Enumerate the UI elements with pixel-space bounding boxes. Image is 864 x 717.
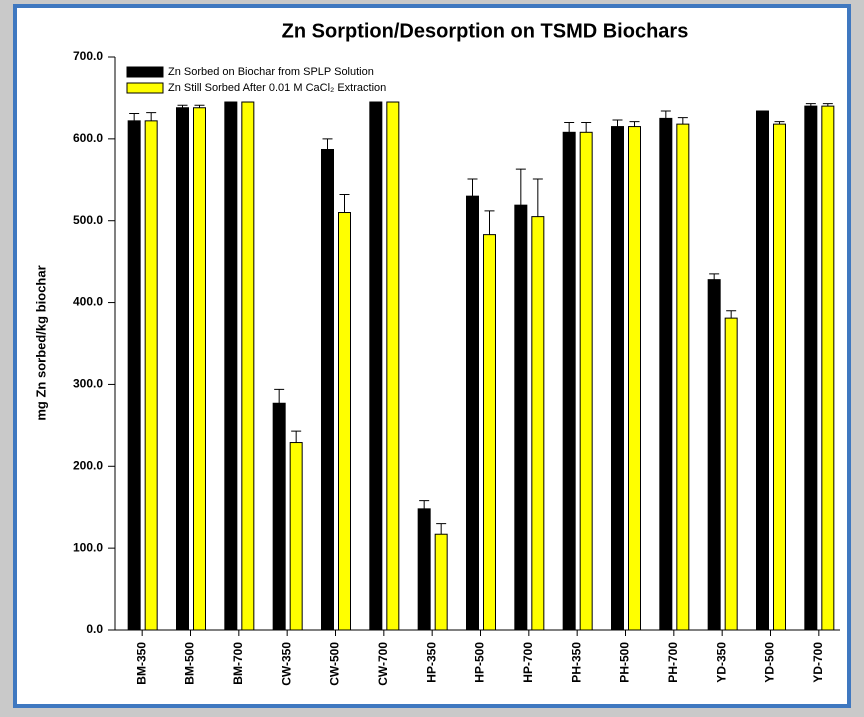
error-bar [419,500,430,509]
chart-title: Zn Sorption/Desorption on TSMD Biochars [282,20,689,42]
error-bar [322,138,333,150]
y-tick-label: 500.0 [73,213,103,227]
error-bar [129,112,140,121]
x-tick-label: YD-700 [811,642,825,683]
error-bar [805,103,816,107]
error-bar [177,104,188,108]
bar [127,120,141,631]
x-tick-label: CW-350 [279,642,293,686]
bar [514,204,528,631]
error-bar [515,168,526,206]
bar [676,123,690,631]
error-bar [774,121,785,125]
error-bar [484,210,495,235]
error-bar [709,273,720,280]
x-tick-label: BM-700 [231,642,245,685]
bar [659,117,673,631]
bar [466,195,479,631]
bar [386,101,400,631]
error-bar [581,121,592,133]
y-tick-label: 0.0 [86,622,103,636]
x-tick-label: CW-700 [376,642,390,686]
x-tick-label: BM-350 [134,642,148,685]
x-tick-label: HP-700 [521,642,535,683]
error-bar [629,121,640,127]
error-bar [726,310,737,319]
legend-label: Zn Sorbed on Biochar from SPLP Solution [168,66,374,78]
error-bar [467,178,478,197]
bar [628,126,641,631]
bar [707,279,721,631]
y-axis-label: mg Zn sorbed/kg biochar [33,265,48,420]
bar [224,101,238,631]
error-bar [291,430,302,443]
y-tick-label: 600.0 [73,131,103,145]
bar [417,508,431,631]
bar [562,131,576,631]
bar [579,131,593,631]
x-tick-label: YD-500 [763,642,777,683]
error-bar [564,121,575,133]
bar [338,212,351,631]
y-tick-label: 300.0 [73,377,103,391]
bar [144,120,158,631]
error-bar [339,194,350,213]
legend-swatch [126,82,164,94]
error-bar [822,103,833,107]
legend-swatch [126,66,164,78]
bar [321,148,334,631]
error-bar [532,178,543,217]
x-tick-label: PH-500 [618,642,632,683]
error-bar [660,110,671,119]
x-tick-label: PH-350 [569,642,583,683]
bar [369,101,383,631]
bar [193,107,206,631]
bar [611,126,624,631]
error-bar [677,117,688,125]
y-tick-label: 700.0 [73,49,103,63]
bar [176,107,189,631]
bar [289,442,303,631]
x-tick-label: BM-500 [183,642,197,685]
y-tick-label: 400.0 [73,295,103,309]
error-bar [612,119,623,127]
x-tick-label: CW-500 [328,642,342,686]
bar [434,533,448,631]
y-tick-label: 100.0 [73,540,103,554]
bar [773,123,786,631]
bar [724,317,738,631]
error-bar [194,104,205,108]
bar [531,216,545,631]
bar [821,105,835,631]
bar [756,110,769,631]
bar [272,402,286,631]
bar [804,105,818,631]
legend-label: Zn Still Sorbed After 0.01 M CaCl₂ Extra… [168,82,386,94]
x-tick-label: PH-700 [666,642,680,683]
y-tick-label: 200.0 [73,458,103,472]
x-tick-label: HP-500 [473,642,487,683]
error-bar [146,112,157,121]
error-bar [436,523,447,535]
bar [241,101,255,631]
x-tick-label: YD-350 [714,642,728,683]
error-bar [274,388,285,404]
x-tick-label: HP-350 [424,642,438,683]
bar [483,234,496,631]
